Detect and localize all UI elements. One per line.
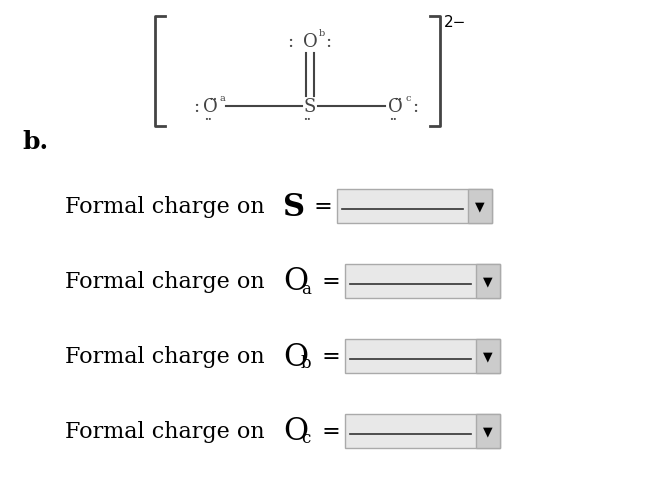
Text: O: O [283, 266, 308, 297]
Text: O: O [283, 416, 308, 446]
Bar [345, 339, 500, 373]
Text: ▼: ▼ [475, 200, 485, 213]
Text: c: c [405, 94, 411, 103]
Bar [345, 265, 500, 299]
Text: =: = [307, 195, 332, 217]
Text: a: a [301, 280, 311, 297]
Text: Ö: Ö [387, 98, 402, 116]
Text: Formal charge on: Formal charge on [65, 271, 272, 293]
Text: a: a [220, 94, 225, 103]
Text: 2−: 2− [444, 15, 466, 30]
Text: ▼: ▼ [483, 275, 493, 288]
Text: :: : [193, 98, 199, 116]
Bar [476, 414, 500, 448]
Text: b.: b. [22, 130, 48, 154]
Text: ··: ·· [204, 114, 212, 125]
Text: :: : [412, 98, 418, 116]
Text: ··: ·· [303, 114, 311, 125]
Bar [476, 339, 500, 373]
Text: O: O [283, 341, 308, 372]
Text: ▼: ▼ [483, 425, 493, 438]
Text: ▼: ▼ [483, 350, 493, 363]
Text: =: = [315, 420, 341, 442]
Text: :: : [287, 33, 293, 51]
Bar [476, 265, 500, 299]
Text: Formal charge on: Formal charge on [65, 345, 272, 367]
Text: =: = [315, 271, 341, 293]
Text: =: = [315, 345, 341, 367]
Bar [345, 414, 500, 448]
Text: O: O [302, 33, 317, 51]
Text: :: : [325, 33, 331, 51]
Text: S: S [304, 98, 316, 116]
Text: ··: ·· [389, 114, 397, 125]
Bar [468, 189, 492, 223]
Text: b: b [319, 29, 325, 38]
Text: c: c [301, 430, 310, 446]
Text: b: b [301, 355, 312, 372]
Text: S: S [283, 191, 305, 222]
Bar [337, 189, 492, 223]
Text: Ö: Ö [203, 98, 217, 116]
Text: Formal charge on: Formal charge on [65, 195, 272, 217]
Text: Formal charge on: Formal charge on [65, 420, 272, 442]
